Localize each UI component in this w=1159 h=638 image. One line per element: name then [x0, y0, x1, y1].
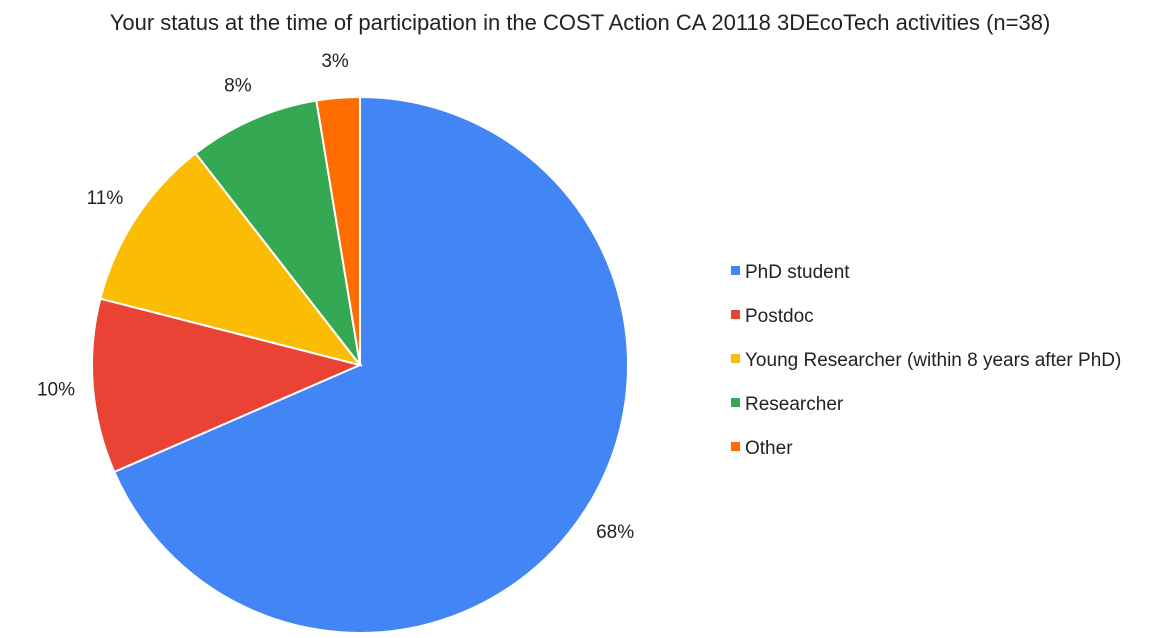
legend-swatch — [731, 398, 740, 407]
legend-label: Postdoc — [745, 306, 814, 327]
legend-swatch — [731, 354, 740, 363]
pie-slice-young — [99, 151, 363, 367]
pie-slice-postdoc — [91, 297, 364, 474]
chart-title: Your status at the time of participation… — [110, 10, 1051, 35]
legend-label: Other — [745, 438, 793, 459]
legend-swatch — [731, 266, 740, 275]
legend-swatch — [731, 310, 740, 319]
legend-label: Researcher — [745, 394, 844, 415]
pie-slice-phd — [112, 95, 629, 634]
data-label: 11% — [87, 188, 124, 209]
data-label: 8% — [224, 76, 252, 97]
data-label: 68% — [596, 522, 634, 543]
legend: PhD student Postdoc Young Researcher (with… — [731, 262, 1121, 459]
pie-slice-researcher — [194, 99, 361, 366]
pie-slice-other — [315, 95, 361, 366]
legend-label: PhD student — [745, 262, 850, 283]
data-label: 3% — [321, 51, 349, 72]
legend-swatch — [731, 442, 740, 451]
data-label: 10% — [37, 379, 75, 400]
legend-label: Young Researcher (within 8 years after P… — [745, 350, 1121, 371]
